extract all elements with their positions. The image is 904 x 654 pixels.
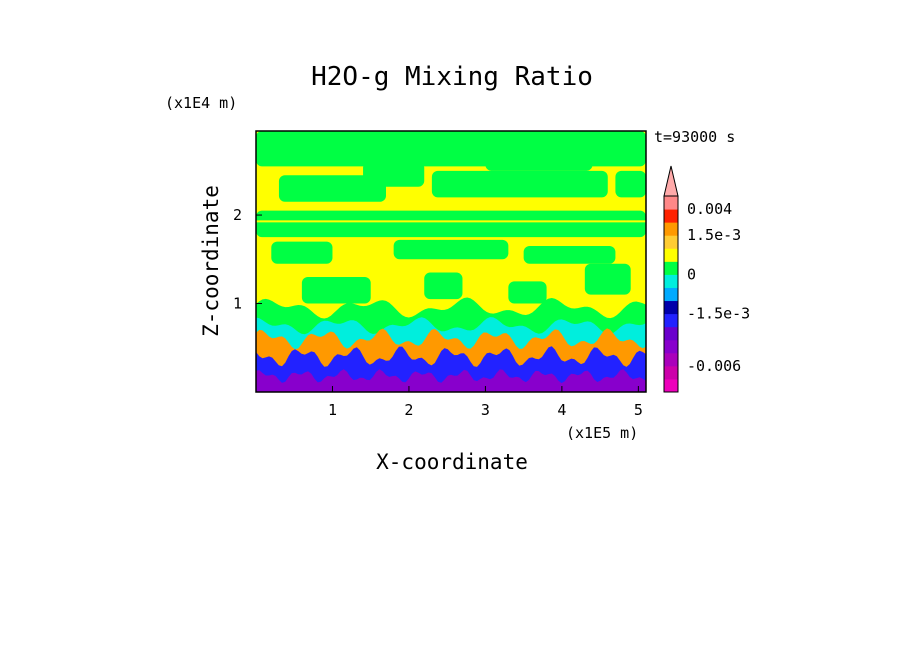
colorbar-swatch (664, 209, 678, 223)
moisture-patch (301, 276, 371, 304)
moisture-patch (256, 210, 646, 238)
colorbar-swatch (664, 378, 678, 393)
moisture-patch (363, 161, 425, 187)
colorbar-arrow (663, 165, 679, 197)
colorbar-swatch (664, 326, 678, 341)
y-tick-label: 1 (233, 295, 242, 313)
colorbar-swatch (664, 261, 678, 275)
x-tick-label: 3 (481, 401, 490, 419)
moisture-patch (508, 281, 547, 304)
x-axis-unit: (x1E5 m) (566, 424, 638, 442)
colorbar-swatch (664, 287, 678, 302)
x-tick-label: 4 (557, 401, 566, 419)
moisture-patch (278, 175, 386, 202)
colorbar-swatch (664, 248, 678, 262)
x-tick-label: 5 (634, 401, 643, 419)
colorbar-label: -0.006 (687, 357, 741, 375)
chart-title: H2O-g Mixing Ratio (311, 62, 593, 92)
colorbar-swatch (664, 365, 678, 380)
moisture-patch (523, 246, 616, 264)
boundary-layer-purple (256, 369, 646, 392)
contour-field (256, 131, 646, 392)
colorbar-label: 0.004 (687, 200, 732, 218)
colorbar-swatch (664, 339, 678, 354)
x-axis: 1 2 3 4 5 (328, 386, 643, 419)
moisture-patch (615, 170, 646, 198)
colorbar-swatch (664, 222, 678, 236)
colorbar-swatch (664, 196, 678, 210)
y-tick-label: 2 (233, 206, 242, 224)
colorbar: 0.004 1.5e-3 0 -1.5e-3 -0.006 (663, 165, 750, 393)
moisture-patch (431, 170, 608, 198)
colorbar-frame (663, 195, 679, 393)
moisture-patch (584, 263, 631, 295)
x-tick-label: 1 (328, 401, 337, 419)
y-axis-label: Z-coordinate (199, 185, 223, 337)
colorbar-label: 1.5e-3 (687, 226, 741, 244)
moisture-patch (424, 272, 463, 300)
colorbar-swatch (664, 235, 678, 249)
moisture-patch (324, 135, 356, 162)
x-tick-label: 2 (404, 401, 413, 419)
colorbar-label: -1.5e-3 (687, 305, 750, 323)
moisture-patch (271, 241, 333, 264)
y-axis: 12 (233, 206, 262, 313)
plot-frame (255, 130, 647, 393)
colorbar-swatch (664, 300, 678, 315)
colorbar-label: 0 (687, 265, 696, 283)
colorbar-swatch (664, 274, 678, 288)
y-axis-unit: (x1E4 m) (165, 94, 237, 112)
moisture-patch (485, 144, 593, 171)
moisture-patch (393, 239, 509, 260)
colorbar-swatch (664, 352, 678, 367)
colorbar-swatch (664, 313, 678, 328)
time-label: t=93000 s (654, 128, 735, 146)
x-axis-label: X-coordinate (376, 450, 528, 474)
band-line (256, 220, 646, 223)
